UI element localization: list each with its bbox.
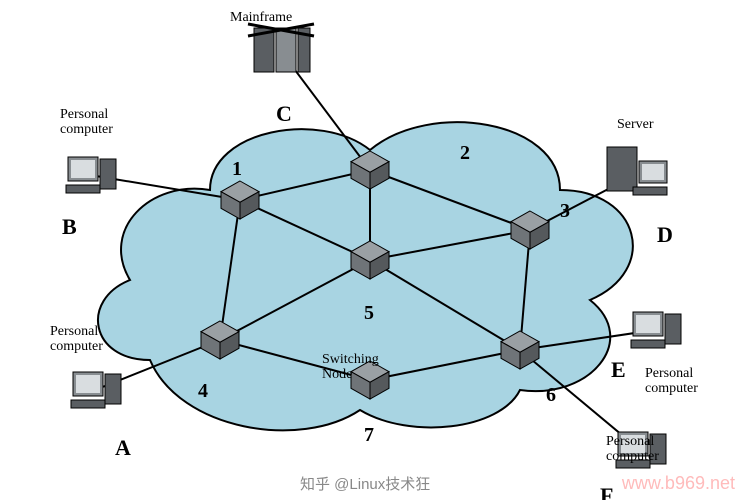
switch-caption: Switching Node [322,352,379,383]
endpoint-letter-B: B [62,215,77,239]
node-number-3: 3 [560,200,570,222]
endpoint-title-F: Personal computer [606,434,659,465]
node-number-1: 1 [232,158,242,180]
endpoint-letter-E: E [611,358,626,382]
node-number-5: 5 [364,302,374,324]
watermark-site: www.b969.net [622,473,735,494]
endpoint-title-C: Mainframe [230,10,292,25]
endpoint-D-server [607,147,667,195]
endpoint-C-mainframe [248,24,314,72]
node-number-7: 7 [364,424,374,446]
endpoint-title-E: Personal computer [645,366,698,397]
node-number-4: 4 [198,380,208,402]
endpoint-title-B: Personal computer [60,107,113,138]
endpoint-title-D: Server [617,117,654,132]
node-number-2: 2 [460,142,470,164]
node-number-6: 6 [546,384,556,406]
endpoint-letter-F: F [600,484,613,500]
endpoint-letter-C: C [276,102,292,126]
endpoint-letter-A: A [115,436,131,460]
endpoint-letter-D: D [657,223,673,247]
endpoint-A-pc [71,372,121,408]
endpoint-title-A: Personal computer [50,324,103,355]
watermark-zhihu: 知乎 @Linux技术狂 [300,473,430,494]
endpoint-E-pc [631,312,681,348]
endpoint-B-pc [66,157,116,193]
